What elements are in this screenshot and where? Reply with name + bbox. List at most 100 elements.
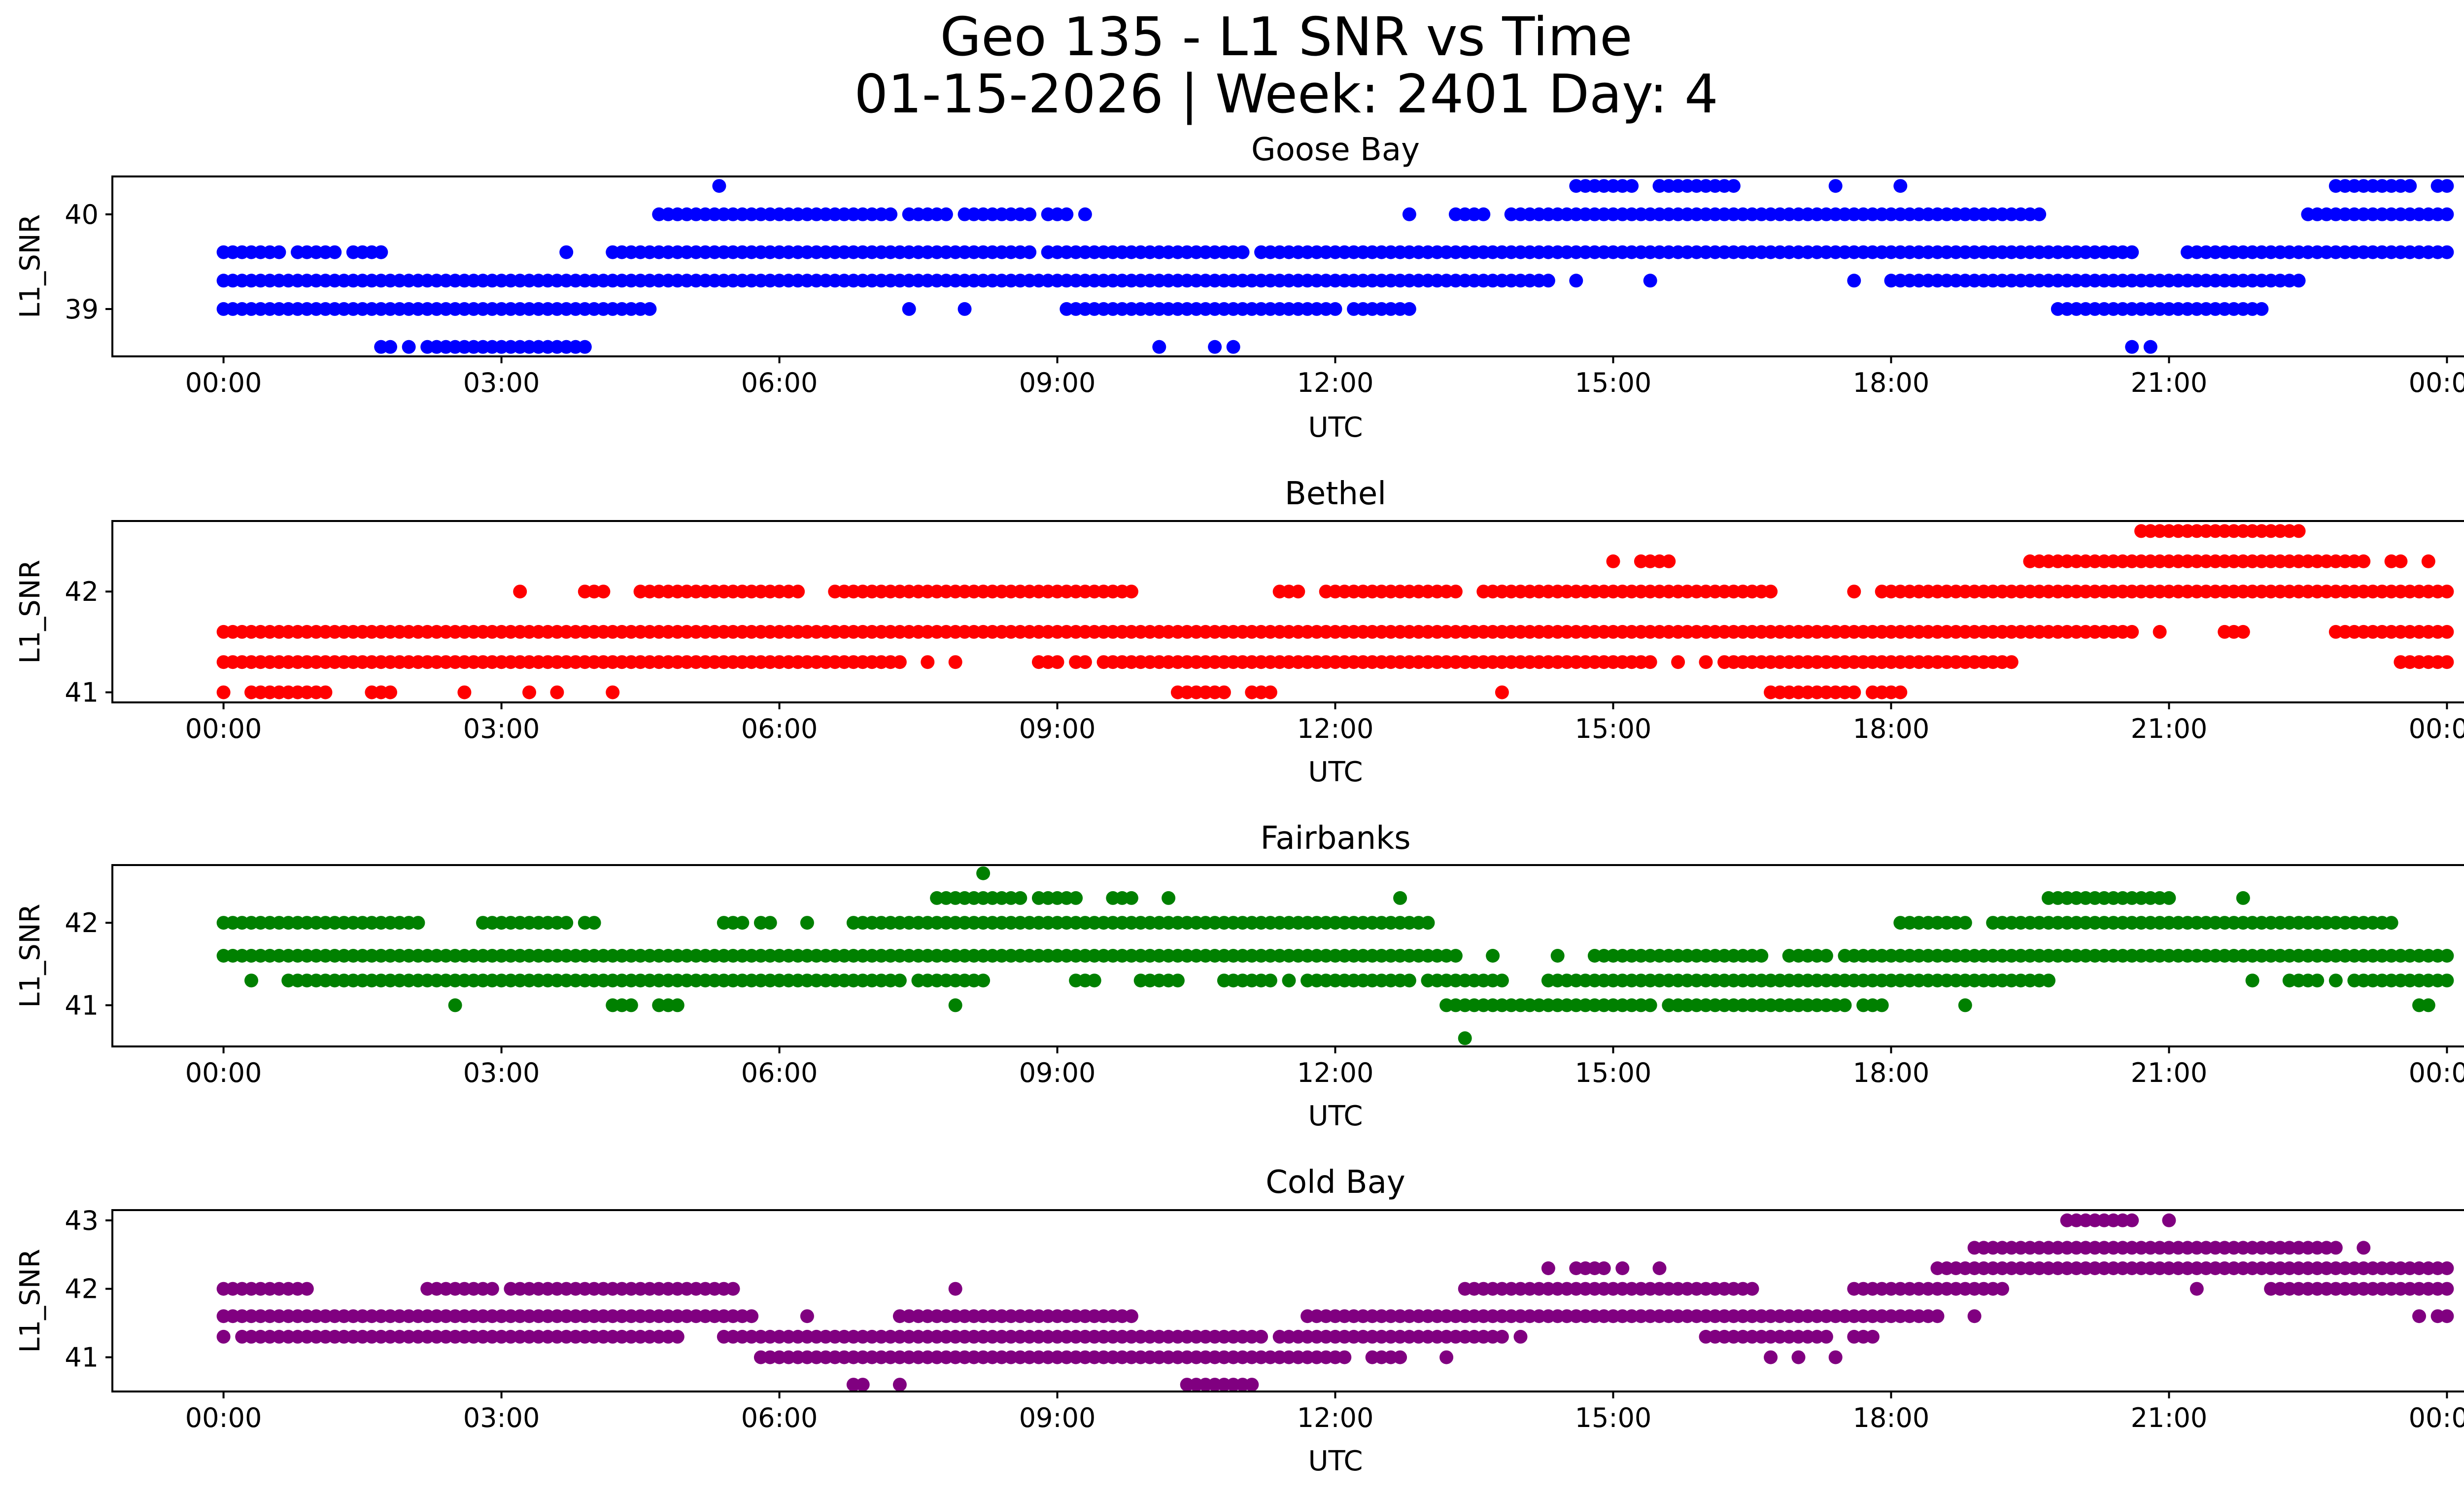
x-axis-ticks: 00:00 03:00 06:00 09:00 12:00 15:00 18:00 21:00… — [185, 1391, 2464, 1433]
data-point — [1958, 998, 1972, 1012]
data-point — [1643, 274, 1657, 288]
data-point — [244, 973, 258, 988]
data-point — [1013, 891, 1027, 905]
data-point — [1828, 1350, 1843, 1364]
data-point — [606, 685, 620, 699]
data-point — [2236, 891, 2250, 905]
data-point — [948, 1282, 962, 1296]
data-point — [1282, 973, 1296, 988]
y-tick-label: 41 — [65, 1342, 99, 1373]
data-point — [939, 207, 953, 221]
data-point — [318, 685, 333, 699]
data-point — [1671, 655, 1685, 669]
data-point — [1448, 585, 1463, 599]
data-point — [1625, 179, 1639, 193]
data-point — [559, 916, 574, 930]
data-point — [921, 655, 935, 669]
cold-bay-points — [216, 1213, 2454, 1392]
data-point — [948, 655, 962, 669]
data-point — [596, 585, 611, 599]
x-tick-label: 15:00 — [1575, 713, 1652, 744]
y-axis-ticks: 41 42 — [65, 576, 112, 708]
x-axis-ticks: 00:00 03:00 06:00 09:00 12:00 15:00 18:00 21:00… — [185, 356, 2464, 398]
data-point — [1124, 1309, 1138, 1323]
y-axis-label: L1_SNR — [14, 1249, 46, 1353]
data-point — [1495, 1329, 1509, 1344]
data-point — [2440, 949, 2454, 963]
data-point — [550, 685, 564, 699]
data-point — [1170, 973, 1185, 988]
x-tick-label: 06:00 — [741, 1402, 818, 1433]
panel-bethel: Bethel 00:00 03:00 06:00 09:00 12:00 15:00 18:… — [14, 476, 2464, 788]
data-point — [2440, 585, 2454, 599]
data-point — [1541, 1261, 1555, 1275]
panel-goose-bay: Goose Bay 00:00 03:00 06:00 09:00 12:00 15:00… — [14, 132, 2464, 444]
data-point — [216, 685, 231, 699]
x-axis-label: UTC — [1308, 756, 1363, 788]
data-point — [624, 998, 638, 1012]
x-tick-label: 00:00 — [2409, 367, 2464, 398]
data-point — [1078, 207, 1092, 221]
x-tick-label: 06:00 — [741, 713, 818, 744]
data-point — [1615, 1261, 1630, 1275]
x-tick-label: 06:00 — [741, 367, 818, 398]
x-tick-label: 00:00 — [185, 1402, 262, 1433]
x-tick-label: 00:00 — [185, 1057, 262, 1088]
data-point — [791, 585, 805, 599]
data-point — [1569, 274, 1583, 288]
data-point — [1745, 1282, 1759, 1296]
data-point — [1486, 949, 1500, 963]
data-point — [2440, 207, 2454, 221]
panel-title: Goose Bay — [1251, 132, 1420, 168]
panel-title: Bethel — [1285, 476, 1386, 512]
goose-bay-points — [216, 179, 2454, 354]
x-tick-label: 18:00 — [1853, 367, 1930, 398]
data-point — [712, 179, 726, 193]
data-point — [1393, 1350, 1407, 1364]
data-point — [1597, 1261, 1611, 1275]
data-point — [1402, 207, 1416, 221]
y-axis-label: L1_SNR — [14, 904, 46, 1008]
data-point — [1764, 1350, 1778, 1364]
data-point — [2412, 1309, 2426, 1323]
data-point — [1245, 1378, 1259, 1392]
data-point — [735, 916, 750, 930]
y-tick-label: 42 — [65, 907, 99, 939]
data-point — [902, 302, 916, 316]
axes-frame — [111, 1209, 2464, 1392]
data-point — [976, 866, 991, 880]
data-point — [1263, 973, 1277, 988]
x-tick-label: 09:00 — [1019, 367, 1096, 398]
x-tick-label: 21:00 — [2131, 367, 2208, 398]
y-tick-label: 40 — [65, 199, 99, 230]
data-point — [1050, 655, 1064, 669]
panel-title: Cold Bay — [1266, 1164, 1405, 1201]
data-point — [2004, 655, 2019, 669]
data-point — [1875, 998, 1889, 1012]
data-point — [1819, 1329, 1833, 1344]
data-point — [1958, 916, 1972, 930]
data-point — [2143, 340, 2157, 354]
x-axis-label: UTC — [1308, 412, 1363, 444]
data-point — [2328, 973, 2343, 988]
y-tick-label: 39 — [65, 294, 99, 325]
x-tick-label: 00:00 — [2409, 1402, 2464, 1433]
data-point — [1226, 340, 1240, 354]
data-point — [1726, 179, 1741, 193]
data-point — [958, 302, 972, 316]
data-point — [763, 916, 777, 930]
x-tick-label: 00:00 — [2409, 713, 2464, 744]
bethel-points — [216, 524, 2454, 699]
data-point — [800, 1309, 814, 1323]
data-point — [948, 998, 962, 1012]
x-tick-label: 09:00 — [1019, 713, 1096, 744]
data-point — [2440, 1282, 2454, 1296]
x-tick-label: 18:00 — [1853, 1057, 1930, 1088]
data-point — [2440, 973, 2454, 988]
data-point — [2125, 340, 2139, 354]
data-point — [2421, 998, 2435, 1012]
data-point — [2032, 207, 2047, 221]
data-point — [2384, 916, 2398, 930]
data-point — [1541, 274, 1555, 288]
fairbanks-points — [216, 866, 2454, 1045]
